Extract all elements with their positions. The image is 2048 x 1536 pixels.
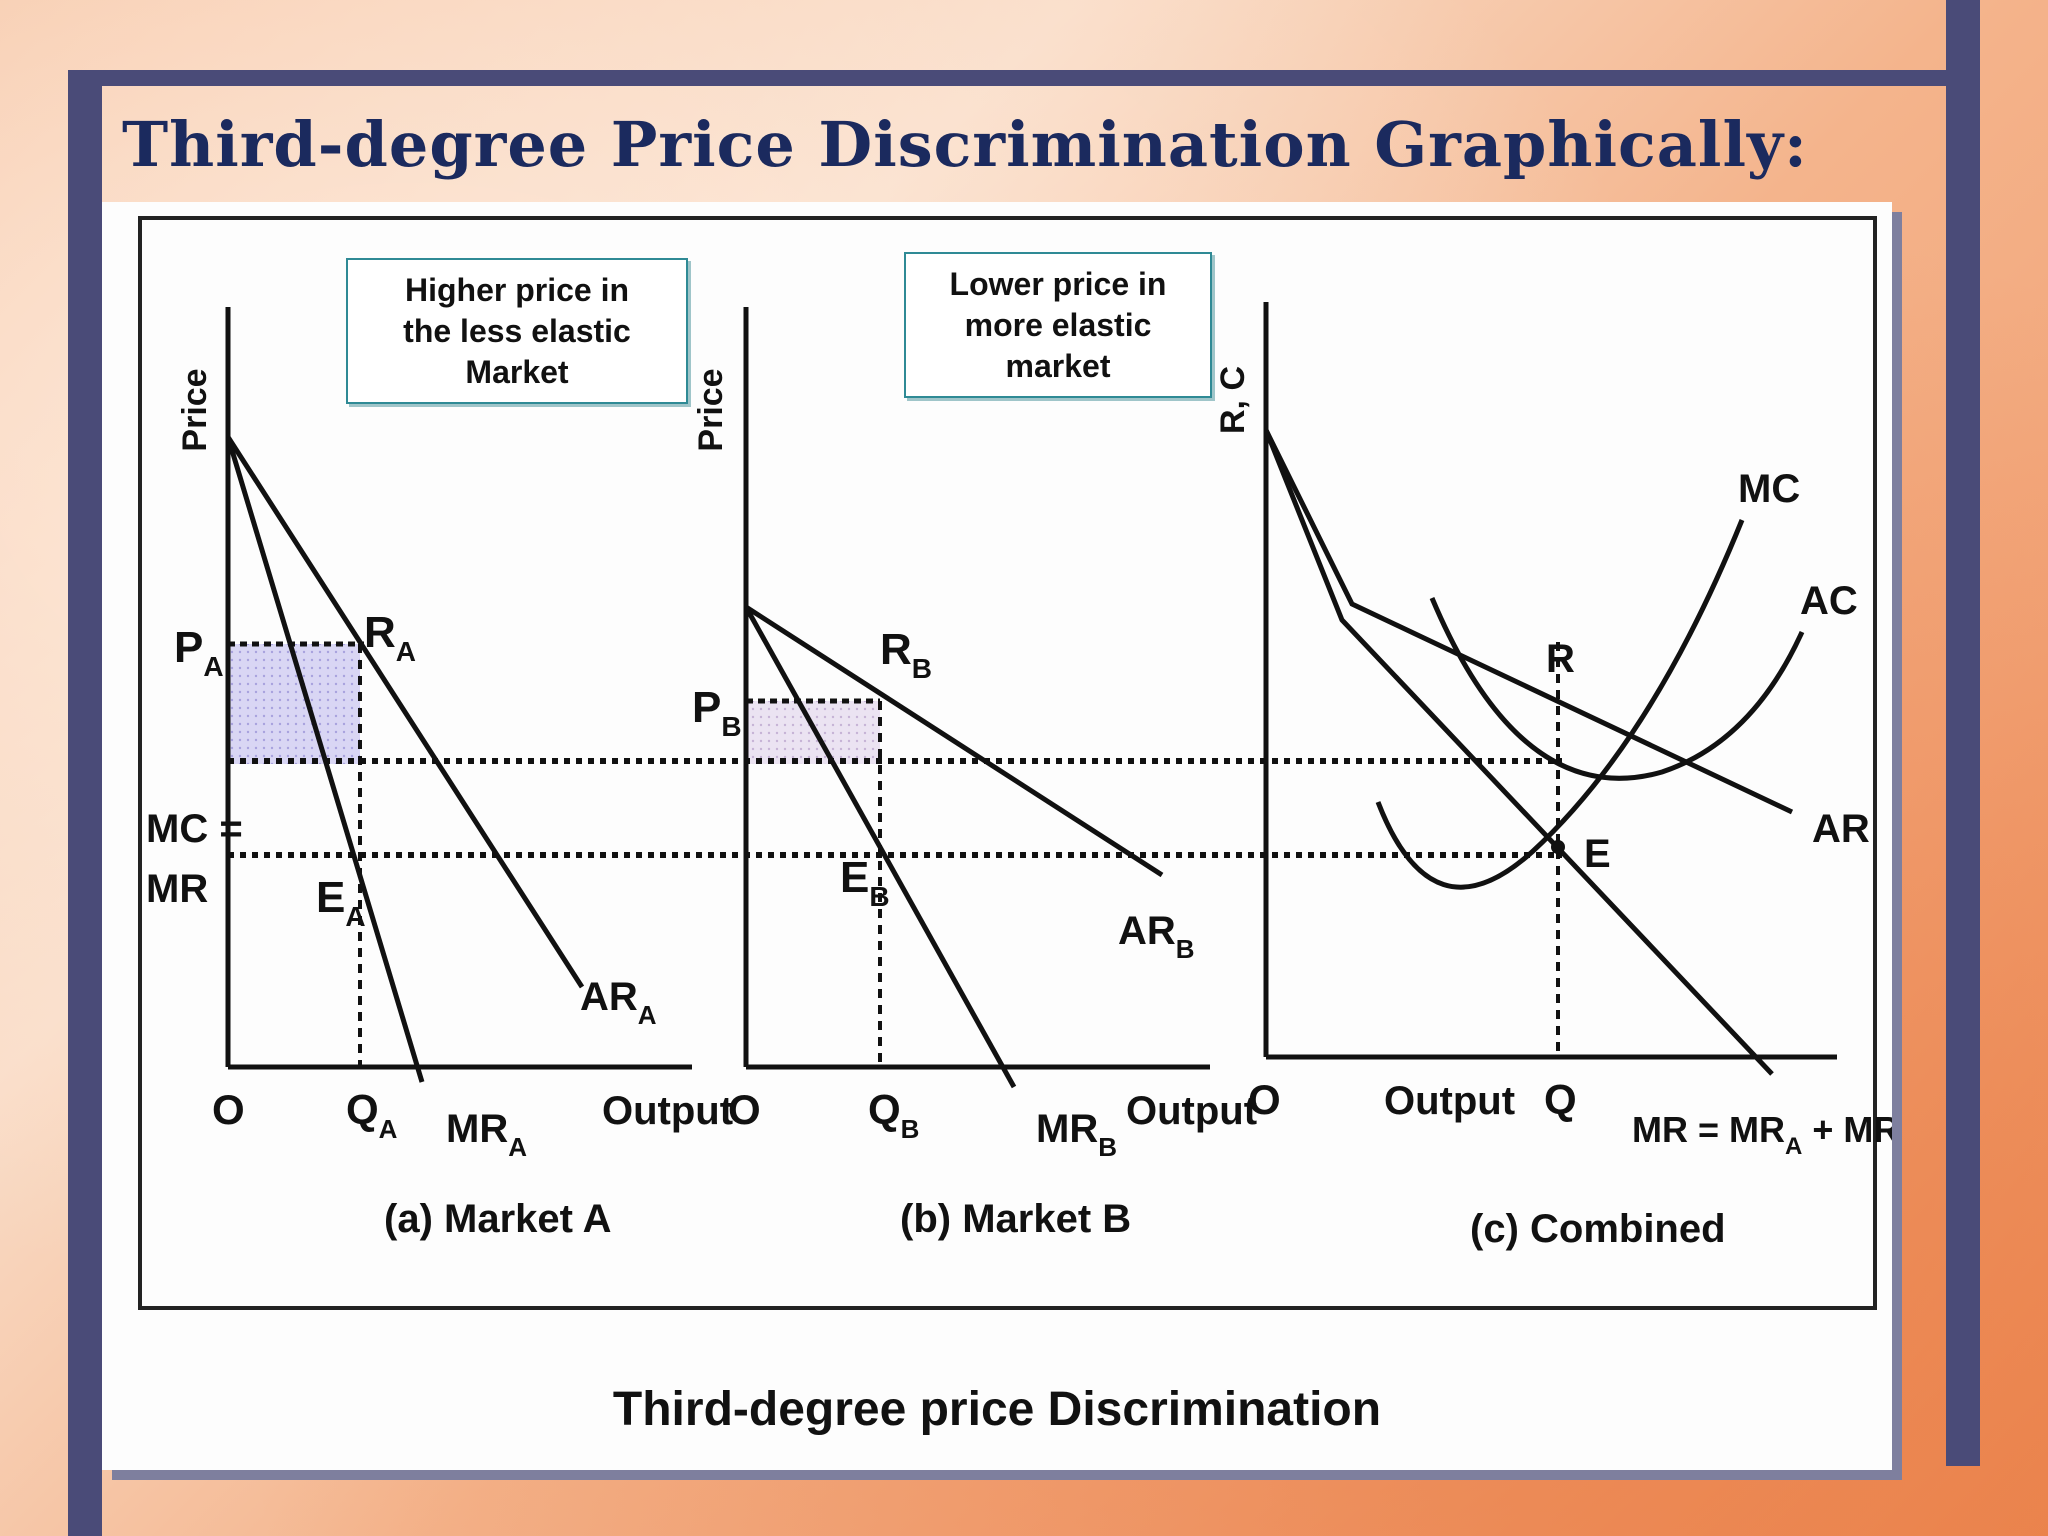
callout-less-elastic-line2: the less elastic	[403, 313, 631, 349]
mr-sum-label-c: MR = MRA + MRB	[1632, 1109, 1892, 1160]
point-r-label-a: RA	[364, 608, 416, 667]
shaded-profit-area-b	[746, 701, 880, 764]
point-r-label-c: R	[1546, 637, 1575, 681]
point-e-label-c: E	[1584, 832, 1611, 876]
qty-label-c: Q	[1544, 1076, 1577, 1123]
equilibrium-point-e	[1551, 840, 1565, 854]
frame-right-bar	[1946, 0, 1980, 1466]
price-label-a: PA	[174, 623, 224, 682]
ar-label-a: ARA	[580, 975, 657, 1030]
callout-more-elastic-line3: market	[1005, 348, 1111, 384]
mc-mr-label-bottom: MR	[146, 867, 208, 911]
ar-label-b: ARB	[1118, 909, 1195, 964]
point-e-label-a: EA	[316, 873, 366, 932]
figure-panel: Price PA RA MC = MR EA ARA O QA MRA Outp…	[102, 202, 1892, 1470]
qty-label-a: QA	[346, 1086, 398, 1144]
mc-curve-c	[1375, 519, 1745, 890]
diagram-border	[138, 216, 1877, 1310]
ar-label-c: AR	[1812, 807, 1870, 851]
point-r-label-b: RB	[880, 625, 932, 684]
point-e-label-b: EB	[840, 853, 890, 912]
mc-mr-label-top: MC =	[146, 807, 243, 851]
caption-a: (a) Market A	[384, 1197, 611, 1241]
origin-label-c: O	[1248, 1076, 1281, 1123]
mr-curve-c	[1263, 429, 1774, 1076]
ar-line-a	[225, 435, 585, 989]
mc-label-c: MC	[1738, 467, 1800, 511]
ac-label-c: AC	[1800, 579, 1858, 623]
slide-title: Third-degree Price Discrimination Graphi…	[122, 108, 1808, 181]
ar-curve-c	[1263, 428, 1794, 815]
mr-label-b: MRB	[1036, 1107, 1117, 1162]
y-axis-label-a: Price	[176, 368, 214, 451]
callout-more-elastic: Lower price in more elastic market	[904, 252, 1212, 398]
output-label-a: Output	[602, 1089, 733, 1133]
price-label-b: PB	[692, 683, 742, 742]
price-discrimination-diagram: Price PA RA MC = MR EA ARA O QA MRA Outp…	[138, 216, 1892, 1310]
y-axis-label-c: R, C	[1214, 366, 1252, 434]
frame-left-bar	[68, 70, 102, 1536]
origin-label-a: O	[212, 1086, 245, 1133]
y-axis-label-b: Price	[692, 368, 730, 451]
callout-more-elastic-line1: Lower price in	[949, 266, 1167, 302]
caption-c: (c) Combined	[1470, 1207, 1726, 1251]
frame-top-bar	[68, 70, 1978, 86]
origin-label-b: O	[728, 1086, 761, 1133]
qty-label-b: QB	[868, 1086, 919, 1144]
figure-caption: Third-degree price Discrimination	[612, 1383, 1382, 1436]
ac-curve-c	[1429, 597, 1805, 781]
mr-label-a: MRA	[446, 1107, 527, 1162]
output-label-c: Output	[1384, 1079, 1515, 1123]
callout-less-elastic: Higher price in the less elastic Market	[346, 258, 688, 404]
ar-line-b	[744, 604, 1164, 878]
callout-less-elastic-line3: Market	[465, 354, 569, 390]
callout-less-elastic-line1: Higher price in	[404, 272, 630, 308]
caption-b: (b) Market B	[900, 1197, 1131, 1241]
callout-more-elastic-line2: more elastic	[964, 307, 1152, 343]
output-label-b: Output	[1126, 1089, 1257, 1133]
